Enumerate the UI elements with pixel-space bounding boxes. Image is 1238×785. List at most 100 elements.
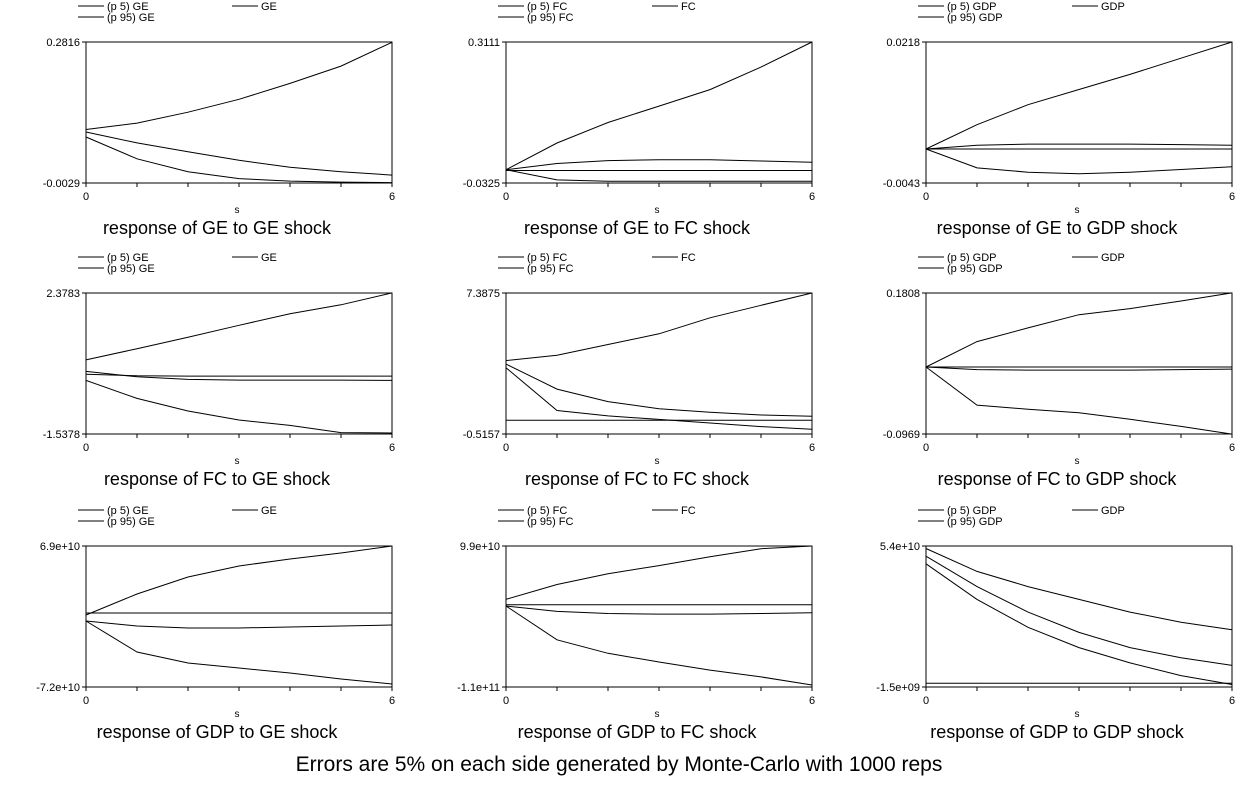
chart-panel: (p 5) GDP GDP (p 95) GDP 5.4e+10 -1.5e+090 6 s… <box>876 505 1235 742</box>
x-axis-label: s <box>235 709 240 720</box>
legend-label: (p 95) FC <box>527 263 574 275</box>
series-line <box>925 148 1233 175</box>
y-tick-label: -7.2e+10 <box>36 682 80 694</box>
y-tick-label: -0.0325 <box>463 178 500 190</box>
series-line <box>505 363 813 417</box>
legend-label: (p 5) GE <box>107 252 149 264</box>
legend-label: FC <box>681 252 696 264</box>
legend-label: (p 5) GE <box>107 505 149 517</box>
x-tick-label: 0 <box>83 191 89 203</box>
legend-label: GDP <box>1101 1 1125 13</box>
legend-label: (p 95) GE <box>107 263 155 275</box>
series-line <box>85 545 393 616</box>
x-tick-label: 6 <box>809 695 815 707</box>
x-tick-label: 0 <box>923 442 929 454</box>
legend-label: (p 95) GDP <box>947 263 1003 275</box>
series-line <box>85 373 392 377</box>
series-line <box>505 159 813 171</box>
legend-label: (p 5) GDP <box>947 505 997 517</box>
legend-label: (p 95) GDP <box>947 12 1003 24</box>
series-line <box>925 41 1233 150</box>
panel-title: response of FC to FC shock <box>525 469 750 489</box>
legend-label: (p 5) FC <box>527 1 567 13</box>
legend-label: GE <box>261 505 277 517</box>
plot-frame <box>505 41 813 184</box>
x-axis-label: s <box>1075 709 1080 720</box>
x-axis-label: s <box>235 456 240 467</box>
x-tick-label: 6 <box>389 442 395 454</box>
series-line <box>85 620 393 685</box>
x-axis-label: s <box>655 709 660 720</box>
legend-label: (p 5) FC <box>527 505 567 517</box>
legend-label: (p 95) FC <box>527 516 574 528</box>
y-tick-label: -0.0969 <box>883 429 920 441</box>
y-tick-label: 5.4e+10 <box>880 541 920 553</box>
plot-frame <box>505 545 813 688</box>
series-line <box>85 41 393 130</box>
y-tick-label: 6.9e+10 <box>40 541 80 553</box>
series-line <box>925 292 1233 368</box>
panel-title: response of GE to GE shock <box>103 218 332 238</box>
series-line <box>85 292 393 361</box>
panel-title: response of GDP to FC shock <box>518 722 758 742</box>
series-line <box>85 131 393 176</box>
series-line <box>505 605 813 615</box>
panel-title: response of GDP to GE shock <box>97 722 339 742</box>
series-line <box>505 292 813 362</box>
x-tick-label: 0 <box>503 191 509 203</box>
series-line <box>925 563 1233 685</box>
series-line <box>85 620 393 629</box>
legend-label: GDP <box>1101 252 1125 264</box>
legend-label: GE <box>261 1 277 13</box>
x-tick-label: 0 <box>83 695 89 707</box>
legend-label: (p 95) FC <box>527 12 574 24</box>
y-tick-label: 0.0218 <box>886 37 920 49</box>
series-line <box>505 169 812 182</box>
plot-frame <box>925 545 1233 688</box>
y-tick-label: -1.1e+11 <box>457 682 500 694</box>
y-tick-label: -0.5157 <box>463 429 500 441</box>
series-line <box>85 370 393 381</box>
series-line <box>925 548 1233 631</box>
x-tick-label: 0 <box>503 695 509 707</box>
x-tick-label: 6 <box>389 191 395 203</box>
x-tick-label: 0 <box>83 442 89 454</box>
y-tick-label: -0.0043 <box>883 178 920 190</box>
plot-frame <box>85 545 393 688</box>
panel-title: response of FC to GDP shock <box>938 469 1178 489</box>
panel-title: response of GE to FC shock <box>524 218 751 238</box>
x-tick-label: 0 <box>503 442 509 454</box>
x-tick-label: 6 <box>1229 191 1235 203</box>
series-line <box>505 605 813 686</box>
plot-frame <box>505 292 813 435</box>
series-line <box>925 555 1233 666</box>
chart-panel: (p 5) GE GE (p 95) GE 6.9e+10 -7.2e+100 6 s res… <box>36 505 395 742</box>
y-tick-label: 0.3111 <box>468 37 500 49</box>
legend-label: GDP <box>1101 505 1125 517</box>
legend-label: GE <box>261 252 277 264</box>
x-tick-label: 6 <box>809 191 815 203</box>
x-axis-label: s <box>235 205 240 216</box>
panel-title: response of GDP to GDP shock <box>930 722 1184 742</box>
series-line <box>85 136 393 184</box>
panel-title: response of FC to GE shock <box>104 469 331 489</box>
legend-label: (p 5) GDP <box>947 1 997 13</box>
series-line <box>925 366 1233 371</box>
x-axis-label: s <box>655 205 660 216</box>
y-tick-label: 7.3875 <box>466 288 500 300</box>
series-line <box>925 366 1233 435</box>
legend-label: (p 95) GE <box>107 516 155 528</box>
x-tick-label: 6 <box>1229 442 1235 454</box>
x-tick-label: 0 <box>923 695 929 707</box>
plot-frame <box>85 292 393 435</box>
series-line <box>505 367 813 430</box>
series-line <box>505 545 813 600</box>
x-tick-label: 6 <box>809 442 815 454</box>
y-tick-label: 0.1808 <box>886 288 920 300</box>
